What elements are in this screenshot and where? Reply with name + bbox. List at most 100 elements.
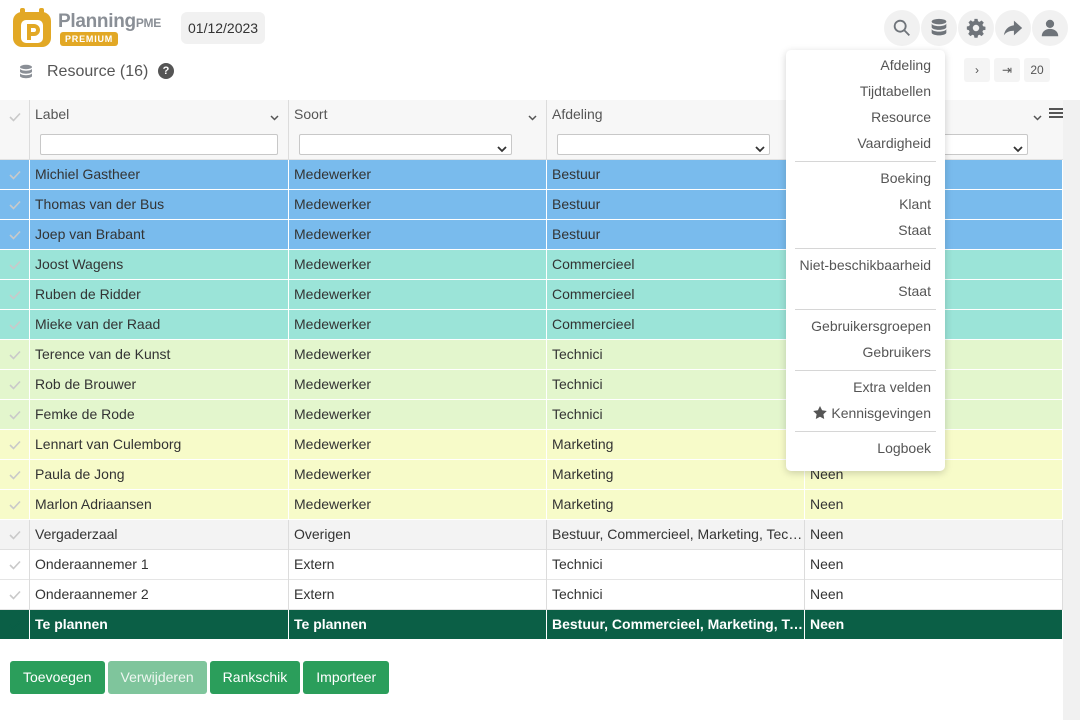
- last-page-icon[interactable]: ⇥: [994, 58, 1020, 82]
- soort-cell: Medewerker: [289, 460, 547, 490]
- menu-divider: [795, 309, 936, 310]
- search-icon[interactable]: [884, 10, 920, 46]
- table-row[interactable]: Vergaderzaal Overigen Bestuur, Commercieel…: [0, 520, 1063, 550]
- soort-cell: Medewerker: [289, 190, 547, 220]
- check-icon: [9, 109, 21, 125]
- menu-item-label: Gebruikers: [862, 344, 931, 360]
- menu-item-klant[interactable]: Klant: [899, 196, 931, 212]
- database-icon[interactable]: [921, 10, 957, 46]
- select-all-header[interactable]: [0, 100, 30, 160]
- menu-item-gebruikers[interactable]: Gebruikers: [863, 344, 931, 360]
- menu-item-kennisgevingen[interactable]: Kennisgevingen: [813, 405, 931, 421]
- menu-item-label: Boeking: [880, 170, 931, 186]
- check-icon: [8, 341, 21, 370]
- row-select-cell[interactable]: [0, 580, 30, 610]
- menu-item-niet-beschikbaarheid[interactable]: Niet-beschikbaarheid: [799, 257, 931, 273]
- column-header-label[interactable]: Label: [30, 100, 289, 160]
- label-cell: Te plannen: [30, 610, 289, 640]
- vertical-scrollbar[interactable]: [1063, 100, 1080, 720]
- date-selector[interactable]: 01/12/2023: [181, 12, 266, 44]
- row-select-cell[interactable]: [0, 160, 30, 190]
- soort-cell: Overigen: [289, 520, 547, 550]
- column4-cell: Neen: [805, 580, 1063, 610]
- column-header-text: Label: [35, 106, 70, 122]
- label-cell: Terence van de Kunst: [30, 340, 289, 370]
- menu-item-resource[interactable]: Resource: [871, 109, 931, 125]
- column-header-soort[interactable]: Soort: [289, 100, 547, 160]
- import-button[interactable]: Importeer: [303, 661, 390, 694]
- add-button[interactable]: Toevoegen: [10, 661, 105, 694]
- brand-suffix: PME: [135, 16, 161, 30]
- row-select-cell[interactable]: [0, 250, 30, 280]
- chevron-down-icon[interactable]: [1033, 108, 1042, 121]
- soort-cell: Te plannen: [289, 610, 547, 640]
- menu-item-extra-velden[interactable]: Extra velden: [853, 379, 931, 395]
- gear-icon[interactable]: [958, 10, 994, 46]
- row-select-cell[interactable]: [0, 340, 30, 370]
- menu-item-logboek[interactable]: Logboek: [877, 440, 931, 456]
- column-header-afdeling[interactable]: Afdeling: [547, 100, 805, 160]
- column4-cell: [805, 190, 1063, 220]
- chevron-down-icon[interactable]: [528, 108, 537, 121]
- menu-item-label: Staat: [898, 222, 931, 238]
- menu-item-vaardigheid[interactable]: Vaardigheid: [857, 135, 931, 151]
- afdeling-cell: Technici: [547, 400, 805, 430]
- menu-item-afdeling[interactable]: Afdeling: [880, 57, 931, 73]
- row-select-cell[interactable]: [0, 460, 30, 490]
- row-select-cell[interactable]: [0, 490, 30, 520]
- label-cell: Onderaannemer 2: [30, 580, 289, 610]
- soort-cell: Medewerker: [289, 280, 547, 310]
- soort-cell: Medewerker: [289, 490, 547, 520]
- page-size-value[interactable]: 20: [1024, 58, 1050, 82]
- row-select-cell[interactable]: [0, 190, 30, 220]
- share-icon[interactable]: [995, 10, 1031, 46]
- table-row[interactable]: Te plannen Te plannen Bestuur, Commercieel…: [0, 610, 1063, 640]
- row-select-cell[interactable]: [0, 280, 30, 310]
- planning-pme-logo-icon: [12, 8, 52, 48]
- chevron-down-icon[interactable]: [270, 108, 279, 121]
- table-row[interactable]: Onderaannemer 1 Extern Technici Neen: [0, 550, 1063, 580]
- delete-button[interactable]: Verwijderen: [107, 661, 207, 694]
- row-select-cell[interactable]: [0, 310, 30, 340]
- row-select-cell[interactable]: [0, 610, 30, 640]
- label-cell: Joep van Brabant: [30, 220, 289, 250]
- row-select-cell[interactable]: [0, 520, 30, 550]
- help-icon[interactable]: ?: [158, 63, 174, 79]
- soort-cell: Medewerker: [289, 430, 547, 460]
- column-header-text: Soort: [294, 106, 328, 122]
- top-bar: PlanningPME PREMIUM 01/12/2023: [0, 0, 1080, 56]
- label-cell: Thomas van der Bus: [30, 190, 289, 220]
- user-icon[interactable]: [1032, 10, 1068, 46]
- soort-filter-select[interactable]: [299, 134, 512, 155]
- menu-item-gebruikersgroepen[interactable]: Gebruikersgroepen: [811, 318, 931, 334]
- soort-cell: Medewerker: [289, 310, 547, 340]
- pagination: › ⇥ 20: [964, 56, 1050, 84]
- logo[interactable]: PlanningPME PREMIUM: [12, 8, 172, 50]
- row-select-cell[interactable]: [0, 550, 30, 580]
- row-select-cell[interactable]: [0, 220, 30, 250]
- afdeling-cell: Commercieel: [547, 310, 805, 340]
- menu-divider: [795, 161, 936, 162]
- row-select-cell[interactable]: [0, 370, 30, 400]
- rank-button[interactable]: Rankschik: [209, 661, 301, 694]
- afdeling-cell: Marketing: [547, 460, 805, 490]
- menu-item-tijdtabellen[interactable]: Tijdtabellen: [860, 83, 931, 99]
- check-icon: [8, 551, 21, 580]
- row-select-cell[interactable]: [0, 400, 30, 430]
- column-menu-icon[interactable]: [1049, 106, 1063, 122]
- column4-cell: Neen: [805, 490, 1063, 520]
- label-filter-input[interactable]: [40, 134, 278, 155]
- check-icon: [8, 311, 21, 340]
- afdeling-cell: Technici: [547, 580, 805, 610]
- menu-item-staat[interactable]: Staat: [898, 283, 931, 299]
- row-select-cell[interactable]: [0, 430, 30, 460]
- next-page-icon[interactable]: ›: [964, 58, 990, 82]
- menu-item-boeking[interactable]: Boeking: [880, 170, 931, 186]
- table-row[interactable]: Marlon Adriaansen Medewerker Marketing Neen: [0, 490, 1063, 520]
- chevron-down-icon: [1013, 140, 1023, 156]
- afdeling-filter-select[interactable]: [557, 134, 770, 155]
- menu-item-staat[interactable]: Staat: [898, 222, 931, 238]
- table-row[interactable]: Onderaannemer 2 Extern Technici Neen: [0, 580, 1063, 610]
- menu-item-label: Kennisgevingen: [831, 405, 931, 421]
- label-cell: Marlon Adriaansen: [30, 490, 289, 520]
